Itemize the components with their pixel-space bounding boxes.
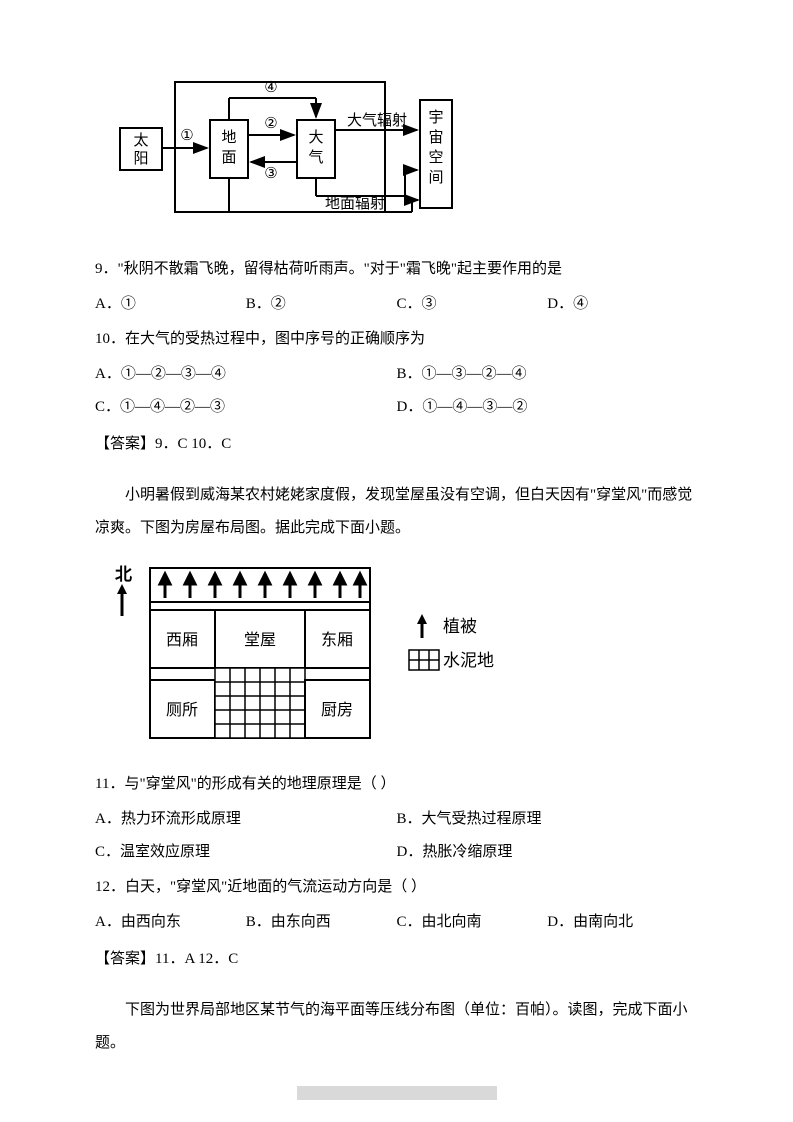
q12-opt-c: C．由北向南 — [397, 906, 548, 939]
svg-text:阳: 阳 — [133, 150, 148, 167]
svg-text:宙: 宙 — [428, 129, 443, 146]
q9-text: 9．"秋阴不散霜飞晚，留得枯荷听雨声。"对于"霜飞晚"起主要作用的是 — [95, 253, 698, 286]
legend-vegetation: 植被 — [443, 617, 477, 636]
ground-radiation-label: 地面辐射 — [325, 195, 385, 212]
q12-options: A．由西向东 B．由东向西 C．由北向南 D．由南向北 — [95, 906, 698, 939]
north-label: 北 — [115, 565, 132, 584]
q10-options-row2: C．①—④—②—③ D．①—④—③—② — [95, 391, 698, 424]
kitchen: 厨房 — [321, 701, 353, 719]
circled-2: ② — [264, 116, 277, 132]
svg-text:空: 空 — [428, 149, 443, 166]
q9-opt-d: D．④ — [547, 288, 698, 321]
footer-bar — [297, 1086, 497, 1100]
svg-text:气: 气 — [308, 149, 323, 166]
q10-opt-b: B．①—③—②—④ — [397, 358, 699, 391]
svg-text:大: 大 — [308, 129, 323, 146]
circled-3: ③ — [264, 166, 277, 182]
q10-options-row1: A．①—②—③—④ B．①—③—②—④ — [95, 358, 698, 391]
svg-text:间: 间 — [428, 169, 443, 186]
answer-9-10: 【答案】9．C 10．C — [95, 428, 698, 461]
q11-opt-b: B．大气受热过程原理 — [397, 803, 699, 836]
west-room: 西厢 — [166, 632, 198, 649]
q12-opt-b: B．由东向西 — [246, 906, 397, 939]
svg-text:宇: 宇 — [428, 109, 443, 126]
q10-text: 10．在大气的受热过程中，图中序号的正确顺序为 — [95, 323, 698, 356]
q11-opt-d: D．热胀冷缩原理 — [397, 836, 699, 869]
sun-label: 太 — [133, 132, 148, 149]
toilet: 厕所 — [166, 701, 198, 719]
q10-opt-a: A．①—②—③—④ — [95, 358, 397, 391]
passage-2: 小明暑假到威海某农村姥姥家度假，发现堂屋虽没有空调，但白天因有"穿堂风"而感觉凉… — [95, 479, 698, 545]
svg-text:地: 地 — [221, 129, 236, 146]
q9-opt-c: C．③ — [397, 288, 548, 321]
q11-text: 11．与"穿堂风"的形成有关的地理原理是（ ） — [95, 768, 698, 801]
atmosphere-diagram: 太 阳 地 面 大 气 宇 宙 空 间 ① ② ③ ④ 大气辐射 地面辐射 — [115, 70, 698, 243]
q11-options-row1: A．热力环流形成原理 B．大气受热过程原理 — [95, 803, 698, 836]
circled-1: ① — [180, 128, 193, 144]
q10-opt-d: D．①—④—③—② — [397, 391, 699, 424]
passage-3: 下图为世界局部地区某节气的海平面等压线分布图（单位：百帕）。读图，完成下面小题。 — [95, 994, 698, 1060]
svg-text:面: 面 — [221, 150, 236, 166]
main-room: 堂屋 — [244, 631, 276, 649]
q11-opt-c: C．温室效应原理 — [95, 836, 397, 869]
legend-concrete: 水泥地 — [443, 651, 494, 670]
q11-opt-a: A．热力环流形成原理 — [95, 803, 397, 836]
q12-text: 12．白天，"穿堂风"近地面的气流运动方向是（ ） — [95, 871, 698, 904]
circled-4: ④ — [264, 80, 277, 96]
house-layout-diagram: 北 西厢 堂屋 东厢 厕所 厨房 植 — [95, 550, 698, 763]
answer-11-12: 【答案】11．A 12．C — [95, 943, 698, 976]
q10-opt-c: C．①—④—②—③ — [95, 391, 397, 424]
east-room: 东厢 — [321, 631, 353, 649]
q9-options: A．① B．② C．③ D．④ — [95, 288, 698, 321]
q12-opt-a: A．由西向东 — [95, 906, 246, 939]
q9-opt-a: A．① — [95, 288, 246, 321]
q11-options-row2: C．温室效应原理 D．热胀冷缩原理 — [95, 836, 698, 869]
atm-radiation-label: 大气辐射 — [347, 112, 407, 129]
q12-opt-d: D．由南向北 — [547, 906, 698, 939]
q9-opt-b: B．② — [246, 288, 397, 321]
